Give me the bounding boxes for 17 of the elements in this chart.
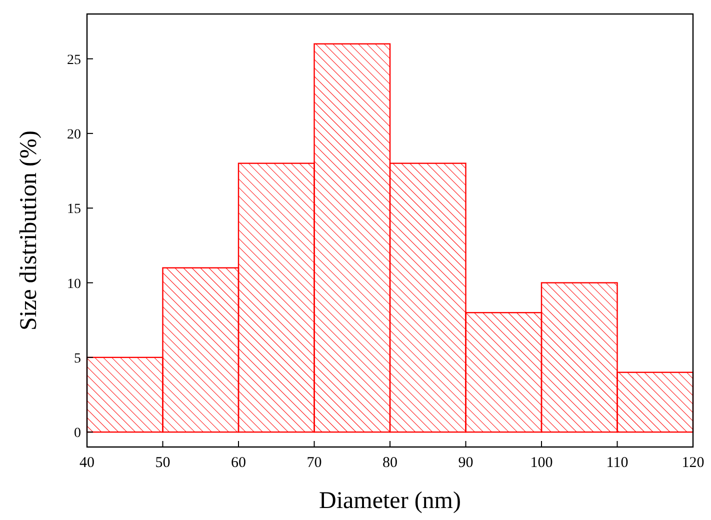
x-tick-label: 110 (606, 455, 628, 471)
x-tick-label: 120 (682, 455, 704, 471)
y-tick-label: 10 (67, 276, 81, 292)
y-tick-label: 0 (74, 426, 81, 442)
y-tick-label: 15 (67, 202, 81, 218)
x-tick-label: 40 (80, 455, 94, 471)
x-tick-label: 60 (231, 455, 246, 471)
x-axis-title: Diameter (nm) (319, 488, 461, 514)
x-tick-label: 80 (382, 455, 398, 471)
x-tick-label: 50 (155, 455, 170, 471)
x-tick-label: 100 (530, 455, 553, 471)
x-tick-label: 90 (458, 455, 474, 471)
y-tick-label: 25 (67, 52, 81, 68)
x-tick-label: 70 (306, 455, 322, 471)
y-tick-label: 5 (74, 351, 81, 366)
y-axis-title: Size distribution (%) (16, 130, 42, 330)
y-tick-label: 20 (67, 127, 81, 142)
